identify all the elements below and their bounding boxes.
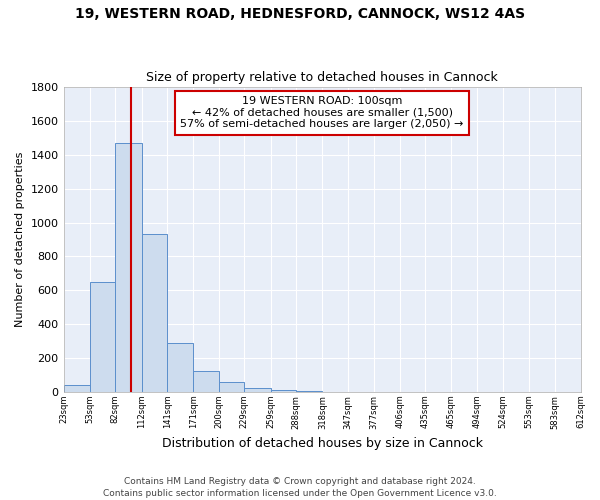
Text: 19 WESTERN ROAD: 100sqm
← 42% of detached houses are smaller (1,500)
57% of semi: 19 WESTERN ROAD: 100sqm ← 42% of detache…	[181, 96, 464, 130]
Bar	[64, 385, 90, 392]
Text: Contains HM Land Registry data © Crown copyright and database right 2024.
Contai: Contains HM Land Registry data © Crown c…	[103, 476, 497, 498]
Bar	[90, 282, 115, 392]
X-axis label: Distribution of detached houses by size in Cannock: Distribution of detached houses by size …	[161, 437, 482, 450]
Bar	[296, 391, 322, 392]
Bar	[219, 382, 244, 392]
Bar	[167, 343, 193, 392]
Text: 19, WESTERN ROAD, HEDNESFORD, CANNOCK, WS12 4AS: 19, WESTERN ROAD, HEDNESFORD, CANNOCK, W…	[75, 8, 525, 22]
Title: Size of property relative to detached houses in Cannock: Size of property relative to detached ho…	[146, 72, 498, 85]
Bar	[271, 390, 296, 392]
Bar	[142, 234, 167, 392]
Bar	[193, 370, 219, 392]
Bar	[244, 388, 271, 392]
Bar	[115, 143, 142, 392]
Y-axis label: Number of detached properties: Number of detached properties	[15, 152, 25, 327]
